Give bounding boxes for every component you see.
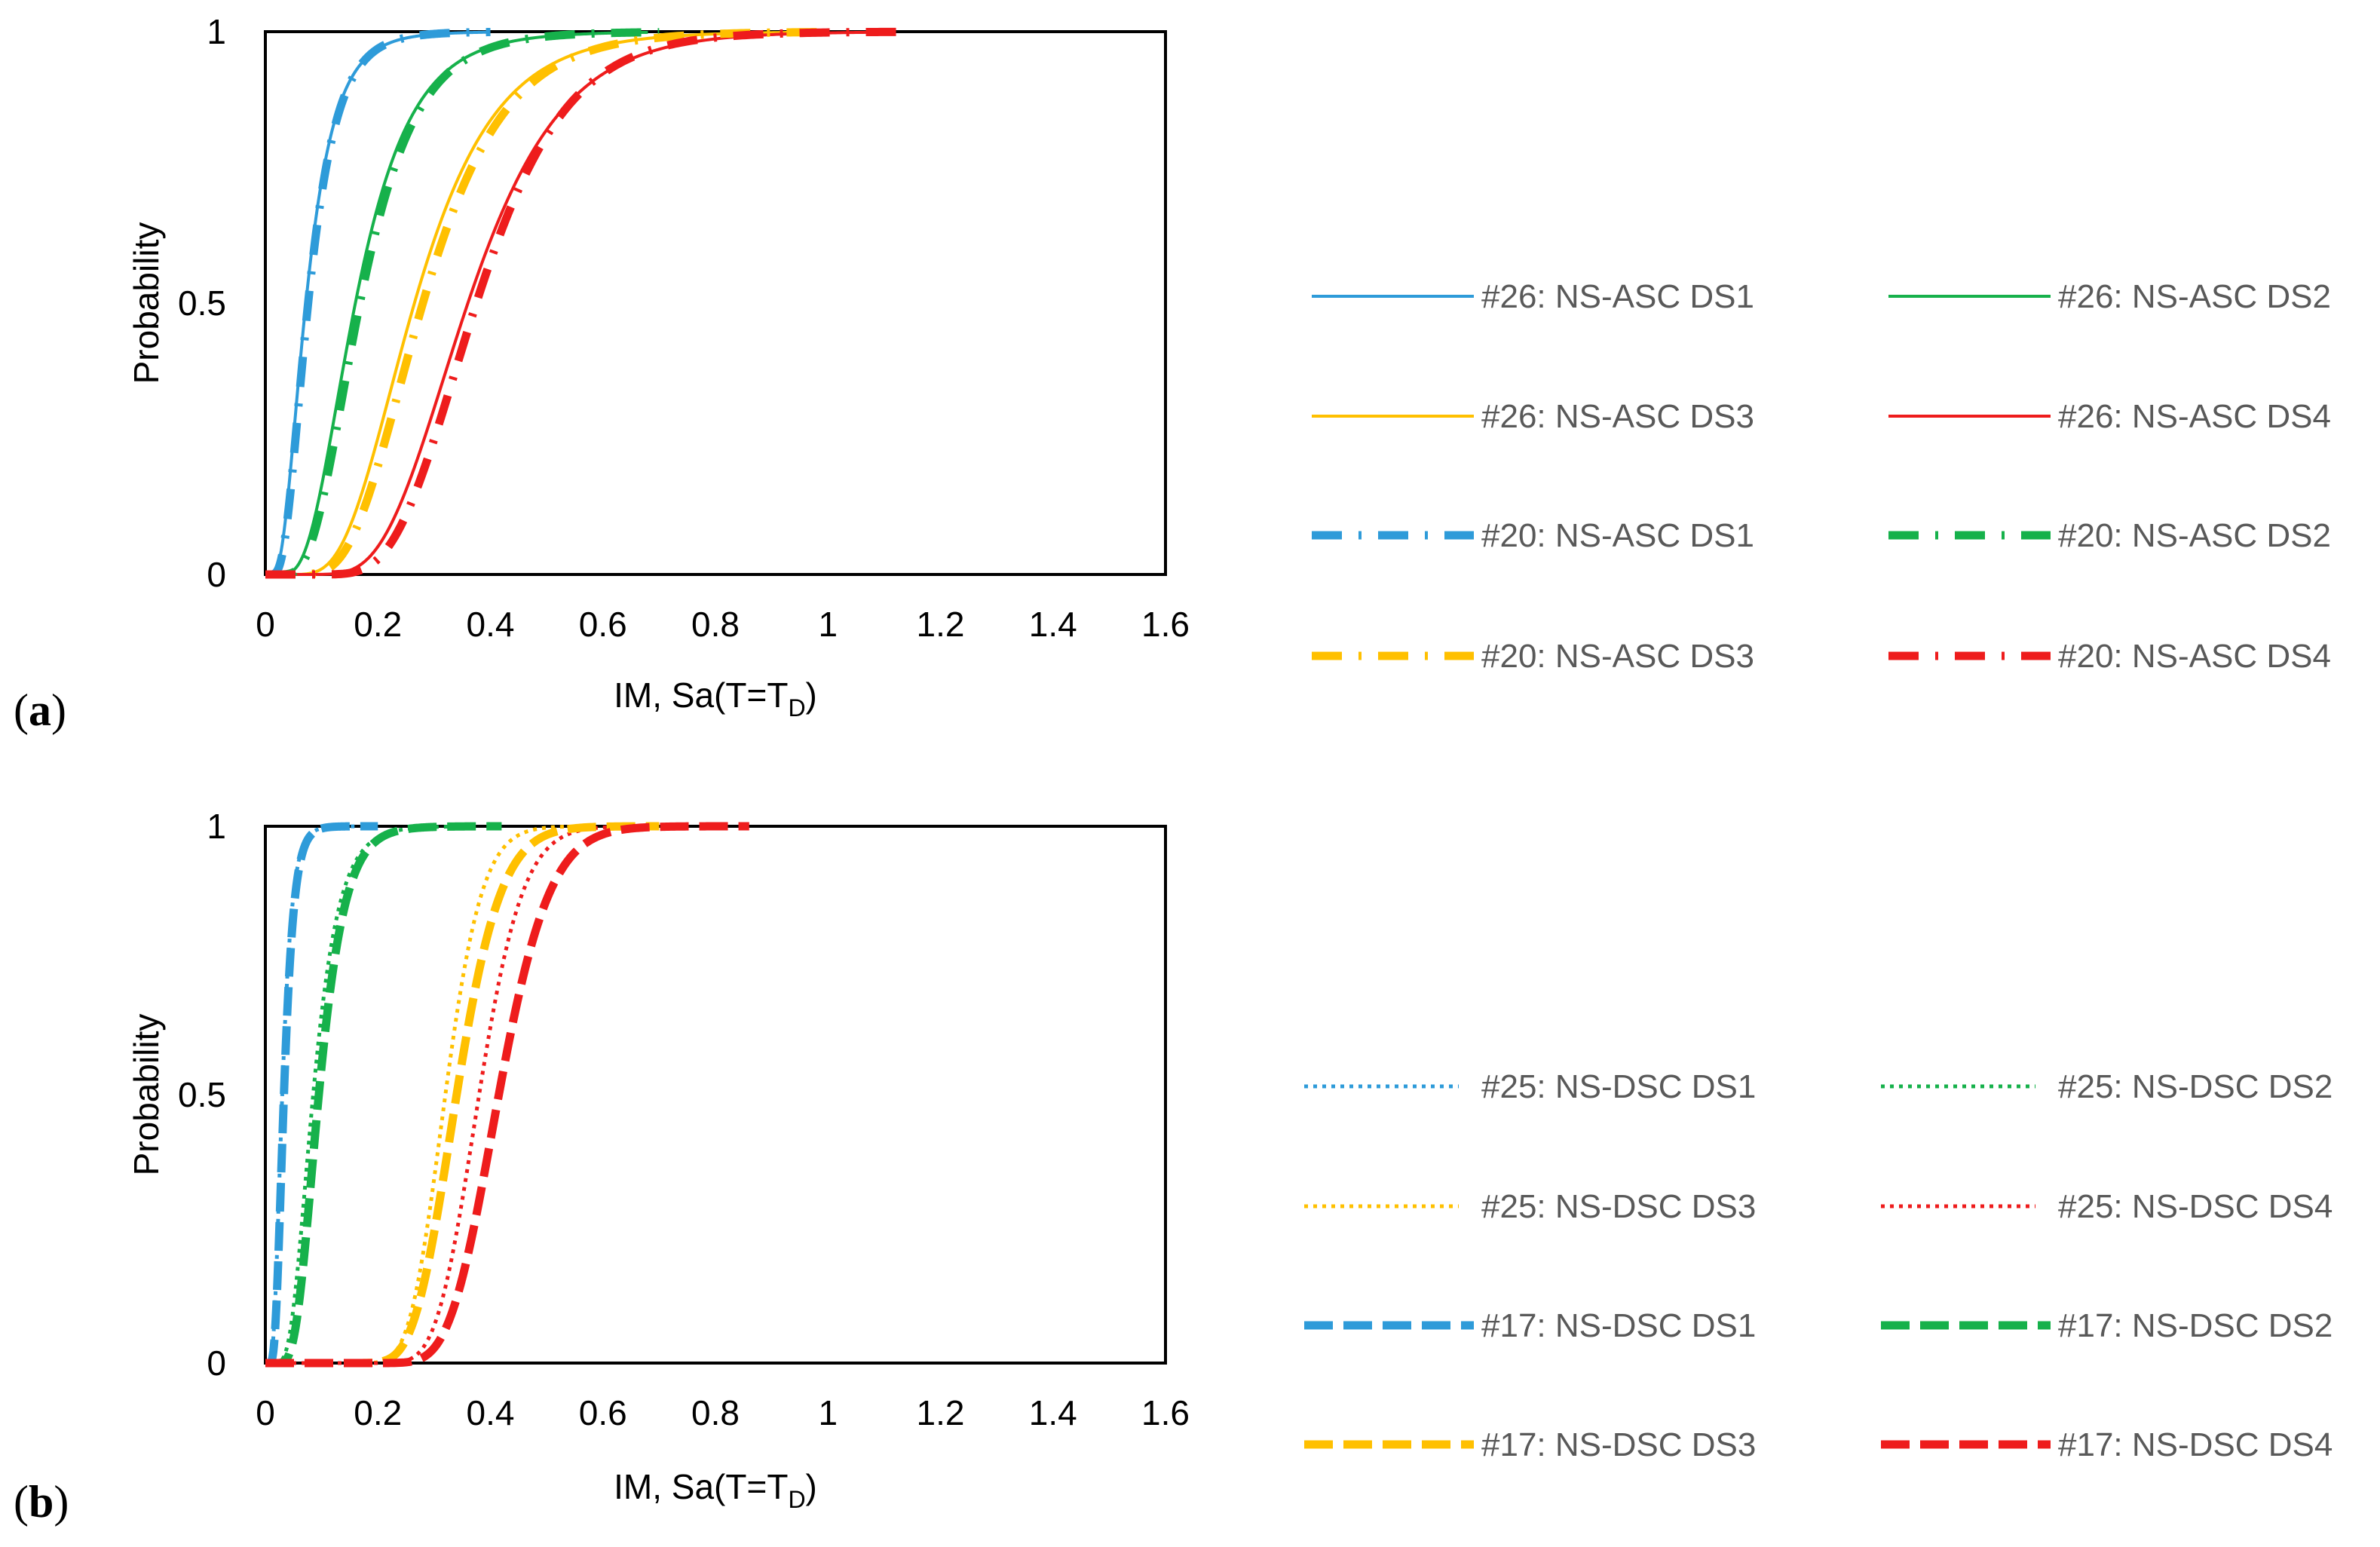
- x-tick-label: 0: [256, 605, 275, 644]
- x-tick-label: 0.6: [579, 1393, 627, 1432]
- y-tick-label: 0: [207, 1343, 226, 1383]
- legend-label: #20: NS-ASC DS4: [2058, 638, 2331, 675]
- legend-label: #26: NS-ASC DS2: [2058, 278, 2331, 315]
- x-tick-label: 0.6: [579, 605, 627, 644]
- legend-item: #20: NS-ASC DS3: [1312, 638, 1754, 675]
- legend-label: #25: NS-DSC DS1: [1481, 1068, 1756, 1105]
- x-tick-label: 1: [818, 1393, 838, 1432]
- x-tick-label: 0.4: [467, 605, 515, 644]
- panel-a: 0 0.2 0.4 0.6 0.8 1 1.2 1.4 1.6 0 0.5 1 Probability I…: [14, 12, 2331, 735]
- y-tick-label: 0: [207, 555, 226, 594]
- y-tick-label: 0.5: [178, 1075, 226, 1114]
- y-tick-label: 1: [207, 807, 226, 846]
- x-tick-label: 0.2: [354, 605, 402, 644]
- y-axis-label: Probability: [127, 1014, 166, 1176]
- y-tick-label: 1: [207, 12, 226, 51]
- legend-label: #20: NS-ASC DS2: [2058, 517, 2331, 554]
- series-line-20-ns-asc-ds1: [262, 28, 494, 579]
- x-axis-label: IM, Sa(T=TD): [614, 1467, 817, 1513]
- legend-item: #25: NS-DSC DS3: [1304, 1188, 1756, 1225]
- y-axis-label: Probability: [127, 222, 166, 384]
- x-tick-label: 1.2: [917, 605, 965, 644]
- legend: #26: NS-ASC DS1 #26: NS-ASC DS2 #26: NS-AS…: [1312, 278, 2331, 675]
- legend: #25: NS-DSC DS1 #25: NS-DSC DS2 #25: NS-DS…: [1304, 1068, 2333, 1463]
- legend-item: #25: NS-DSC DS4: [1881, 1188, 2333, 1225]
- legend-item: #20: NS-ASC DS1: [1312, 517, 1754, 554]
- x-tick-label: 1.6: [1141, 1393, 1190, 1432]
- legend-item: #17: NS-DSC DS4: [1881, 1426, 2333, 1463]
- legend-label: #26: NS-ASC DS3: [1481, 398, 1754, 435]
- x-tick-label: 0.8: [691, 1393, 740, 1432]
- series-line-20-ns-asc-ds4: [264, 27, 914, 579]
- series-curves: [262, 822, 752, 1368]
- legend-label: #25: NS-DSC DS2: [2058, 1068, 2333, 1105]
- legend-label: #25: NS-DSC DS3: [1481, 1188, 1756, 1225]
- x-tick-label: 1.4: [1029, 605, 1077, 644]
- legend-item: #26: NS-ASC DS3: [1312, 398, 1754, 435]
- series-line-20-ns-asc-ds2: [262, 28, 662, 579]
- legend-item: #26: NS-ASC DS2: [1888, 278, 2331, 315]
- legend-item: #17: NS-DSC DS3: [1304, 1426, 1756, 1463]
- legend-item: #17: NS-DSC DS2: [1881, 1307, 2333, 1344]
- panel-label: (a): [14, 685, 66, 735]
- legend-item: #26: NS-ASC DS1: [1312, 278, 1754, 315]
- legend-label: #17: NS-DSC DS4: [2058, 1426, 2333, 1463]
- legend-item: #25: NS-DSC DS1: [1304, 1068, 1756, 1105]
- legend-label: #17: NS-DSC DS3: [1481, 1426, 1756, 1463]
- x-tick-label: 0.2: [354, 1393, 402, 1432]
- legend-label: #20: NS-ASC DS1: [1481, 517, 1754, 554]
- series-line-17-ns-dsc-ds2: [262, 822, 505, 1368]
- legend-label: #25: NS-DSC DS4: [2058, 1188, 2333, 1225]
- x-axis-label: IM, Sa(T=TD): [614, 675, 817, 721]
- series-curves: [262, 27, 914, 579]
- legend-label: #26: NS-ASC DS4: [2058, 398, 2331, 435]
- plot-area: [264, 30, 1167, 576]
- legend-item: #20: NS-ASC DS2: [1888, 517, 2331, 554]
- x-tick-label: 0.4: [467, 1393, 515, 1432]
- legend-label: #20: NS-ASC DS3: [1481, 638, 1754, 675]
- x-tick-label: 1.2: [917, 1393, 965, 1432]
- plot-area: [264, 825, 1167, 1365]
- x-tick-label: 1.4: [1029, 1393, 1077, 1432]
- legend-label: #26: NS-ASC DS1: [1481, 278, 1754, 315]
- x-tick-label: 0.8: [691, 605, 740, 644]
- legend-item: #26: NS-ASC DS4: [1888, 398, 2331, 435]
- series-line-17-ns-dsc-ds4: [263, 822, 752, 1368]
- legend-label: #17: NS-DSC DS1: [1481, 1307, 1756, 1344]
- legend-label: #17: NS-DSC DS2: [2058, 1307, 2333, 1344]
- x-tick-label: 1: [818, 605, 838, 644]
- panel-b: 0 0.2 0.4 0.6 0.8 1 1.2 1.4 1.6 0 0.5 1 Probability I…: [14, 807, 2333, 1527]
- y-tick-label: 0.5: [178, 283, 226, 323]
- legend-item: #20: NS-ASC DS4: [1888, 638, 2331, 675]
- x-tick-label: 0: [256, 1393, 275, 1432]
- x-tick-label: 1.6: [1141, 605, 1190, 644]
- panel-label: (b): [14, 1477, 69, 1527]
- series-line-17-ns-dsc-ds1: [262, 822, 382, 1368]
- legend-item: #17: NS-DSC DS1: [1304, 1307, 1756, 1344]
- legend-item: #25: NS-DSC DS2: [1881, 1068, 2333, 1105]
